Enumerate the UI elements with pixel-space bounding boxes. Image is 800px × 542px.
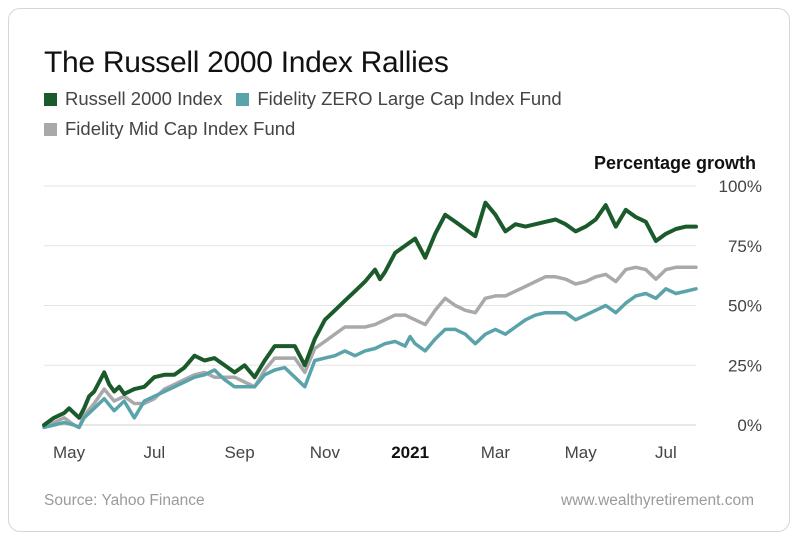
y-tick-labels: 0% 25% 50% 75% 100% bbox=[719, 177, 762, 435]
series-line-1 bbox=[42, 287, 698, 430]
legend-swatch-fidelity-mid bbox=[44, 122, 57, 136]
x-tick-label: May bbox=[53, 443, 86, 462]
y-tick-label: 50% bbox=[728, 297, 762, 316]
x-tick-label: Nov bbox=[310, 443, 341, 462]
source-note: Source: Yahoo Finance bbox=[44, 492, 205, 509]
legend-row-2: Fidelity Mid Cap Index Fund bbox=[44, 118, 309, 140]
site-url: www.wealthyretirement.com bbox=[561, 492, 754, 509]
y-tick-label: 0% bbox=[737, 416, 762, 435]
legend-label-russell: Russell 2000 Index bbox=[65, 88, 223, 109]
y-tick-label: 25% bbox=[728, 356, 762, 375]
x-tick-labels: May Jul Sep Nov 2021 Mar May Jul bbox=[53, 443, 677, 462]
y-tick-label: 100% bbox=[719, 177, 762, 196]
chart-title: The Russell 2000 Index Rallies bbox=[44, 46, 449, 79]
legend-label-fidelity-zero: Fidelity ZERO Large Cap Index Fund bbox=[257, 88, 562, 109]
x-tick-label: Sep bbox=[224, 443, 254, 462]
x-tick-label: Mar bbox=[481, 443, 511, 462]
y-axis-label: Percentage growth bbox=[593, 153, 756, 173]
x-tick-label: Jul bbox=[655, 443, 677, 462]
legend-swatch-russell bbox=[44, 92, 57, 106]
x-tick-label: 2021 bbox=[391, 443, 429, 462]
grid-lines bbox=[44, 185, 696, 426]
x-tick-label: May bbox=[565, 443, 598, 462]
series-lines bbox=[42, 200, 698, 430]
legend-item-russell: Russell 2000 Index bbox=[44, 88, 222, 110]
x-tick-label: Jul bbox=[143, 443, 165, 462]
y-tick-label: 75% bbox=[728, 237, 762, 256]
legend-row-1: Russell 2000 Index Fidelity ZERO Large C… bbox=[44, 88, 576, 110]
legend-label-fidelity-mid: Fidelity Mid Cap Index Fund bbox=[65, 118, 296, 139]
series-line-0 bbox=[42, 200, 698, 427]
legend-item-fidelity-zero: Fidelity ZERO Large Cap Index Fund bbox=[236, 88, 562, 110]
legend-item-fidelity-mid: Fidelity Mid Cap Index Fund bbox=[44, 118, 295, 140]
chart-frame bbox=[8, 8, 790, 532]
legend-swatch-fidelity-zero bbox=[236, 92, 250, 106]
